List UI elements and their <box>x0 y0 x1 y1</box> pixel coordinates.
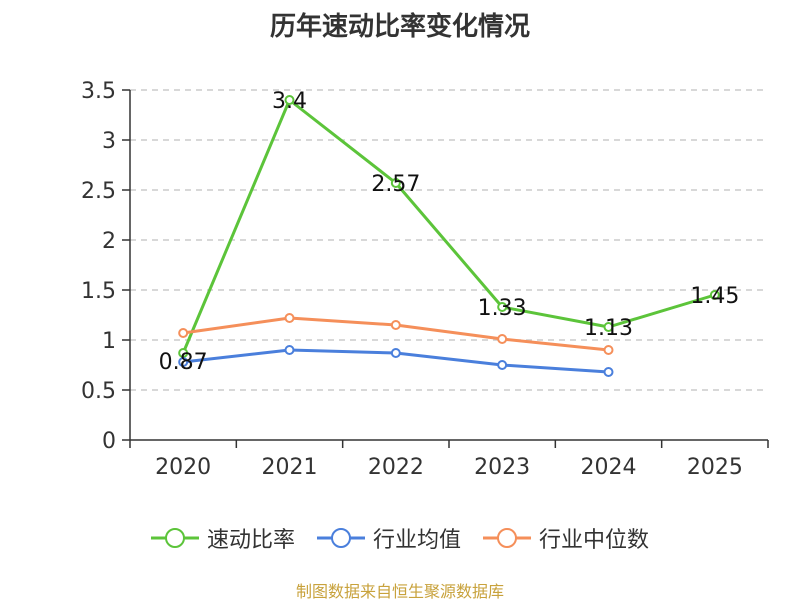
y-tick-label-5: 2.5 <box>81 179 116 204</box>
chart-title: 历年速动比率变化情况 <box>269 12 530 42</box>
source-note: 制图数据来自恒生聚源数据库 <box>295 582 504 601</box>
legend-item-industry-mean[interactable]: 行业均值 <box>316 522 461 554</box>
series-1-point-2020 <box>178 357 189 367</box>
y-tick-label-6: 3 <box>102 129 116 154</box>
x-tick-label-2021: 2021 <box>262 455 318 480</box>
series-0-point-2021 <box>284 95 295 105</box>
y-tick-label-1: 0.5 <box>81 379 116 404</box>
legend-swatch-industry-median <box>483 528 531 548</box>
x-tick-label-2025: 2025 <box>687 455 743 480</box>
legend-item-industry-median[interactable]: 行业中位数 <box>483 522 649 554</box>
series-1-point-2023 <box>497 360 508 370</box>
series-2-point-2022 <box>390 320 401 330</box>
data-label-2023: 1.33 <box>478 296 527 321</box>
x-tick-label-2023: 2023 <box>474 455 530 480</box>
data-label-2021: 3.4 <box>272 89 307 114</box>
y-tick-label-0: 0 <box>102 429 116 454</box>
axes: 0 0.5 1 1.5 2 2.5 3 3.5 2020 2021 2022 2023 2024 2025 <box>81 79 769 480</box>
x-tick-label-2024: 2024 <box>581 455 637 480</box>
legend-label-quick-ratio: 速动比率 <box>206 528 295 553</box>
series-2-point-2024 <box>603 345 614 355</box>
series-0-point-2024 <box>603 322 614 332</box>
legend-swatch-quick-ratio <box>150 528 199 548</box>
data-label-2020: 0.87 <box>159 350 208 375</box>
y-tick-label-2: 1 <box>102 329 116 354</box>
series-0-point-2025 <box>709 290 720 300</box>
legend-swatch-industry-mean <box>316 528 365 548</box>
y-tick-label-7: 3.5 <box>81 79 116 104</box>
series-0-point-2023 <box>497 302 508 312</box>
legend-label-industry-median: 行业中位数 <box>539 528 650 553</box>
y-tick-label-3: 1.5 <box>81 279 116 304</box>
series-2-point-2023 <box>497 334 508 344</box>
series-line-0 <box>181 98 716 354</box>
data-label-2024: 1.13 <box>584 316 633 341</box>
x-tick-label-2022: 2022 <box>368 455 424 480</box>
series-1-point-2022 <box>390 348 401 358</box>
series-1-point-2024 <box>603 367 614 377</box>
x-tick-label-2020: 2020 <box>155 455 211 480</box>
data-labels: 0.87 3.4 2.57 1.33 1.13 1.45 <box>159 89 740 375</box>
series-1-point-2021 <box>284 345 295 355</box>
grid-lines <box>130 89 768 391</box>
series-0-point-2022 <box>390 178 401 188</box>
legend-label-industry-mean: 行业均值 <box>372 528 461 553</box>
series-2-point-2021 <box>284 313 295 323</box>
series-lines <box>178 95 720 377</box>
data-label-2025: 1.45 <box>690 284 739 309</box>
y-tick-label-4: 2 <box>102 229 116 254</box>
series-2-point-2020 <box>178 328 189 338</box>
legend: 速动比率 行业均值 行业中位数 <box>0 518 800 558</box>
legend-item-quick-ratio[interactable]: 速动比率 <box>150 522 295 554</box>
data-label-2022: 2.57 <box>371 172 420 197</box>
